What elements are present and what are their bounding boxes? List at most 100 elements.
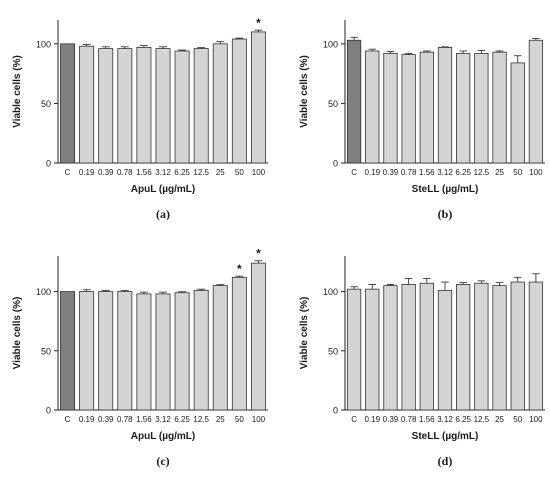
bar xyxy=(136,47,152,164)
bar xyxy=(492,51,507,164)
y-axis-label: Viable cells (%) xyxy=(12,297,23,370)
x-tick-label: 50 xyxy=(235,168,244,177)
bar xyxy=(193,48,209,164)
bar xyxy=(474,52,489,164)
bar xyxy=(174,50,190,164)
x-tick-label: 12.5 xyxy=(193,415,209,424)
x-tick-label: 0.39 xyxy=(98,168,114,177)
bar xyxy=(401,284,416,411)
chart-panel-b: 0 50 100 Viable cells (%) C 0.19 0.39 0.78 1.56 3… xyxy=(299,20,545,221)
y-tick-label: 0 xyxy=(46,159,51,169)
x-tick-label: 0.39 xyxy=(383,415,399,424)
panel-tag: (c) xyxy=(156,454,169,468)
x-tick-label: 6.25 xyxy=(174,415,190,424)
y-tick-label: 0 xyxy=(46,406,51,416)
x-tick-label: 0.39 xyxy=(98,415,114,424)
bar xyxy=(60,43,76,164)
x-tick-label: 3.12 xyxy=(155,168,171,177)
bar xyxy=(528,39,544,164)
y-tick-label: 100 xyxy=(36,39,51,49)
x-tick-label: C xyxy=(351,415,357,424)
x-tick-label: 100 xyxy=(529,415,543,424)
bar xyxy=(346,288,362,411)
bar xyxy=(365,50,380,164)
y-tick-label: 100 xyxy=(323,39,338,49)
x-tick-label: C xyxy=(65,415,71,424)
x-tick-label: 6.25 xyxy=(455,168,471,177)
x-tick-label: 1.56 xyxy=(419,415,435,424)
x-tick-label: 50 xyxy=(235,415,244,424)
x-tick-label: 0.39 xyxy=(383,168,399,177)
significance-asterisk: * xyxy=(256,16,261,30)
bar xyxy=(174,292,190,411)
bar xyxy=(117,291,133,411)
bar xyxy=(60,291,76,411)
x-tick-label: 100 xyxy=(252,415,266,424)
x-tick-label: 12.5 xyxy=(474,415,490,424)
x-tick-label: 100 xyxy=(529,168,543,177)
x-tick-label: 6.25 xyxy=(174,168,190,177)
bar xyxy=(383,285,398,411)
y-tick-label: 100 xyxy=(36,287,51,297)
y-tick-label: 0 xyxy=(333,406,338,416)
y-tick-label: 50 xyxy=(328,99,338,109)
y-tick-label: 0 xyxy=(333,159,338,169)
panel-tag: (b) xyxy=(438,207,453,221)
x-tick-label: 25 xyxy=(216,415,225,424)
significance-asterisk: * xyxy=(256,247,261,261)
y-axis-label: Viable cells (%) xyxy=(299,297,310,370)
bar xyxy=(117,48,133,164)
bar xyxy=(437,289,453,411)
x-axis-label: SteLL (µg/mL) xyxy=(412,431,479,442)
bar xyxy=(155,293,171,411)
bar xyxy=(212,285,228,411)
panel-tag: (d) xyxy=(438,454,453,468)
bar xyxy=(98,48,114,164)
bar xyxy=(474,282,489,411)
bar xyxy=(79,291,95,411)
bar xyxy=(231,38,247,164)
bar xyxy=(79,45,95,164)
x-tick-label: 1.56 xyxy=(136,415,152,424)
x-tick-label: 100 xyxy=(252,168,266,177)
y-axis-label: Viable cells (%) xyxy=(12,55,23,128)
x-tick-label: 1.56 xyxy=(419,168,435,177)
x-axis-label: SteLL (µg/mL) xyxy=(412,184,479,195)
bar xyxy=(136,293,152,411)
x-tick-label: 0.78 xyxy=(117,415,133,424)
bar xyxy=(492,285,507,411)
y-tick-label: 50 xyxy=(41,346,51,356)
bar xyxy=(231,276,247,411)
x-tick-label: 0.19 xyxy=(364,168,380,177)
y-tick-label: 50 xyxy=(41,99,51,109)
bar xyxy=(437,47,453,164)
x-tick-label: 6.25 xyxy=(455,415,471,424)
x-tick-label: 25 xyxy=(495,415,504,424)
x-tick-label: 50 xyxy=(513,168,522,177)
bar xyxy=(419,282,434,411)
bar xyxy=(456,284,471,411)
chart-panel-c: 0 50 100 Viable cells (%) C 0.19 0.39 0.78 1.56 3… xyxy=(12,247,268,468)
x-tick-label: 12.5 xyxy=(474,168,490,177)
x-tick-label: 0.19 xyxy=(79,168,95,177)
significance-asterisk: * xyxy=(237,262,242,276)
x-axis-label: ApuL (µg/mL) xyxy=(131,184,195,195)
bar xyxy=(456,52,471,164)
x-tick-label: 0.78 xyxy=(117,168,133,177)
x-tick-label: 3.12 xyxy=(437,168,453,177)
x-tick-label: 0.78 xyxy=(401,168,417,177)
x-tick-label: 3.12 xyxy=(155,415,171,424)
x-tick-label: 3.12 xyxy=(437,415,453,424)
bar xyxy=(383,52,398,164)
bar xyxy=(250,262,266,411)
chart-panel-d: 0 50 100 Viable cells (%) C 0.19 0.39 0.78 1.56 3… xyxy=(299,256,545,468)
bar xyxy=(346,39,362,164)
x-tick-label: 12.5 xyxy=(193,168,209,177)
x-tick-label: 0.19 xyxy=(79,415,95,424)
bar xyxy=(510,62,525,164)
x-tick-label: C xyxy=(351,168,357,177)
panel-tag: (a) xyxy=(156,207,170,221)
x-tick-label: 25 xyxy=(216,168,225,177)
y-axis-label: Viable cells (%) xyxy=(299,55,310,128)
